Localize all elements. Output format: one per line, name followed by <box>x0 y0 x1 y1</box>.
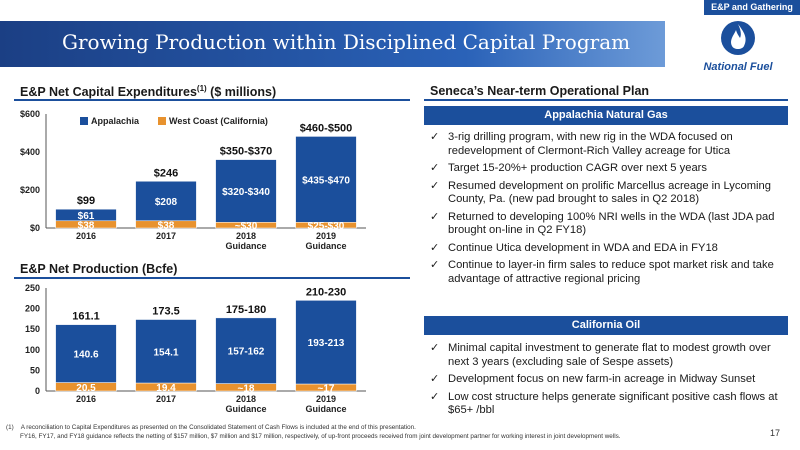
x-tick-sublabel: Guidance <box>225 241 266 251</box>
bar-value-label: $208 <box>155 197 178 208</box>
national-fuel-logo: National Fuel <box>703 21 773 73</box>
section-tag: E&P and Gathering <box>704 0 800 15</box>
x-tick-label: 2019 <box>316 394 336 404</box>
capex-chart: $0$200$400$600$38$61$992016$38$208$24620… <box>20 109 366 251</box>
bar-total-label: 175-180 <box>226 304 266 316</box>
footnote: (1) A reconciliation to Capital Expendit… <box>6 424 621 440</box>
bar-segment <box>295 136 357 223</box>
x-tick-label: 2018 <box>236 394 256 404</box>
page-number: 17 <box>769 428 780 438</box>
bar-value-label: 19.4 <box>156 383 176 394</box>
appalachia-subheading: Appalachia Natural Gas <box>424 106 788 125</box>
x-tick-label: 2016 <box>76 231 96 241</box>
flame-icon <box>731 24 746 49</box>
x-tick-sublabel: Guidance <box>225 404 266 414</box>
checkmark-icon: ✓ <box>430 241 440 254</box>
x-tick-label: 2018 <box>236 231 256 241</box>
legend-label: West Coast (California) <box>169 116 268 126</box>
plan-heading-rule <box>424 99 788 101</box>
bar-total-label: $460-$500 <box>300 122 353 134</box>
y-tick-label: $0 <box>30 223 40 233</box>
bar-total-label: 161.1 <box>72 311 100 323</box>
bar-value-label: 193-213 <box>308 338 345 349</box>
checkmark-icon: ✓ <box>430 162 440 174</box>
bar-value-label: 154.1 <box>153 347 178 358</box>
x-tick-sublabel: Guidance <box>305 241 346 251</box>
bar-total-label: $99 <box>77 195 95 207</box>
bar-segment <box>135 319 197 384</box>
x-tick-sublabel: Guidance <box>305 404 346 414</box>
checkmark-icon: ✓ <box>430 210 440 223</box>
bar-total-label: 173.5 <box>152 306 180 318</box>
bar-value-label: $25-$30 <box>308 221 345 232</box>
bar-value-label: $320-$340 <box>222 187 270 198</box>
bullet-item: ✓ Resumed development on prolific Marcell… <box>430 179 771 206</box>
bar-value-label: $435-$470 <box>302 175 350 186</box>
bar-segment <box>55 324 117 383</box>
bar-value-label: ~18 <box>238 383 255 394</box>
legend-swatch <box>158 117 166 125</box>
bar-segment <box>135 181 197 222</box>
title-banner: Growing Production within Disciplined Ca… <box>0 21 665 67</box>
y-tick-label: 0 <box>35 386 40 396</box>
y-tick-label: 150 <box>25 324 40 334</box>
bullet-item: ✓ Continue to layer-in firm sales to redu… <box>430 259 774 285</box>
california-bullet-list: ✓ Minimal capital investment to generate … <box>426 342 788 422</box>
x-tick-label: 2019 <box>316 231 336 241</box>
capex-heading-rule <box>14 99 410 101</box>
y-tick-label: $400 <box>20 147 40 157</box>
bar-segment <box>215 317 277 384</box>
bar-value-label: ~$30 <box>235 221 258 232</box>
y-tick-label: 200 <box>25 304 40 314</box>
bar-value-label: ~17 <box>318 383 335 394</box>
bar-total-label: 210-230 <box>306 286 346 298</box>
checkmark-icon: ✓ <box>430 259 440 271</box>
x-tick-label: 2017 <box>156 231 176 241</box>
checkmark-icon: ✓ <box>430 179 440 192</box>
bar-value-label: 20.5 <box>76 383 96 394</box>
checkmark-icon: ✓ <box>430 131 440 143</box>
bar-segment <box>55 208 117 222</box>
production-heading-rule <box>14 277 410 279</box>
bullet-item: ✓ Low cost structure helps generate signi… <box>430 390 778 417</box>
bar-value-label: $38 <box>78 220 95 231</box>
bar-total-label: $246 <box>154 167 178 179</box>
california-subheading: California Oil <box>424 316 788 335</box>
bar-value-label: 140.6 <box>73 350 98 361</box>
page-title: Growing Production within Disciplined Ca… <box>62 30 631 54</box>
y-tick-label: 250 <box>25 283 40 293</box>
production-chart: 0 50 100 150 200 250 20.5 140.6 161.1 2016 19.4 154… <box>25 283 366 414</box>
appalachia-bullet-list: ✓ 3-rig drilling program, with new rig in… <box>426 131 788 290</box>
bullet-item: ✓ 3-rig drilling program, with new rig in… <box>430 131 733 157</box>
bullet-item: ✓ Minimal capital investment to generate … <box>430 342 771 368</box>
bar-segment <box>295 300 357 385</box>
y-tick-label: $600 <box>20 109 40 119</box>
bullet-item: ✓ Development focus on new farm-in acreag… <box>430 373 756 385</box>
bar-segment <box>215 159 277 223</box>
production-heading: E&P Net Production (Bcfe) <box>20 262 178 276</box>
bar-value-label: $38 <box>158 220 175 231</box>
bullet-item: ✓ Continue Utica development in WDA and E… <box>430 241 718 254</box>
bullet-item: ✓ Returned to developing 100% NRI wells i… <box>430 210 775 237</box>
plan-heading: Seneca’s Near-term Operational Plan <box>430 84 650 98</box>
checkmark-icon: ✓ <box>430 390 440 403</box>
x-tick-label: 2016 <box>76 394 96 404</box>
x-tick-label: 2017 <box>156 394 176 404</box>
y-tick-label: 50 <box>30 365 40 375</box>
bar-value-label: 157-162 <box>228 347 265 358</box>
bar-total-label: $350-$370 <box>220 146 273 158</box>
legend-label: Appalachia <box>91 116 140 126</box>
bullet-item: ✓ Target 15-20%+ production CAGR over nex… <box>430 162 707 174</box>
checkmark-icon: ✓ <box>430 342 440 354</box>
logo-text: National Fuel <box>703 61 773 73</box>
y-tick-label: 100 <box>25 345 40 355</box>
capex-heading: E&P Net Capital Expenditures(1) ($ milli… <box>20 84 277 100</box>
y-tick-label: $200 <box>20 185 40 195</box>
checkmark-icon: ✓ <box>430 373 440 385</box>
legend-swatch <box>80 117 88 125</box>
bar-value-label: $61 <box>78 211 95 222</box>
